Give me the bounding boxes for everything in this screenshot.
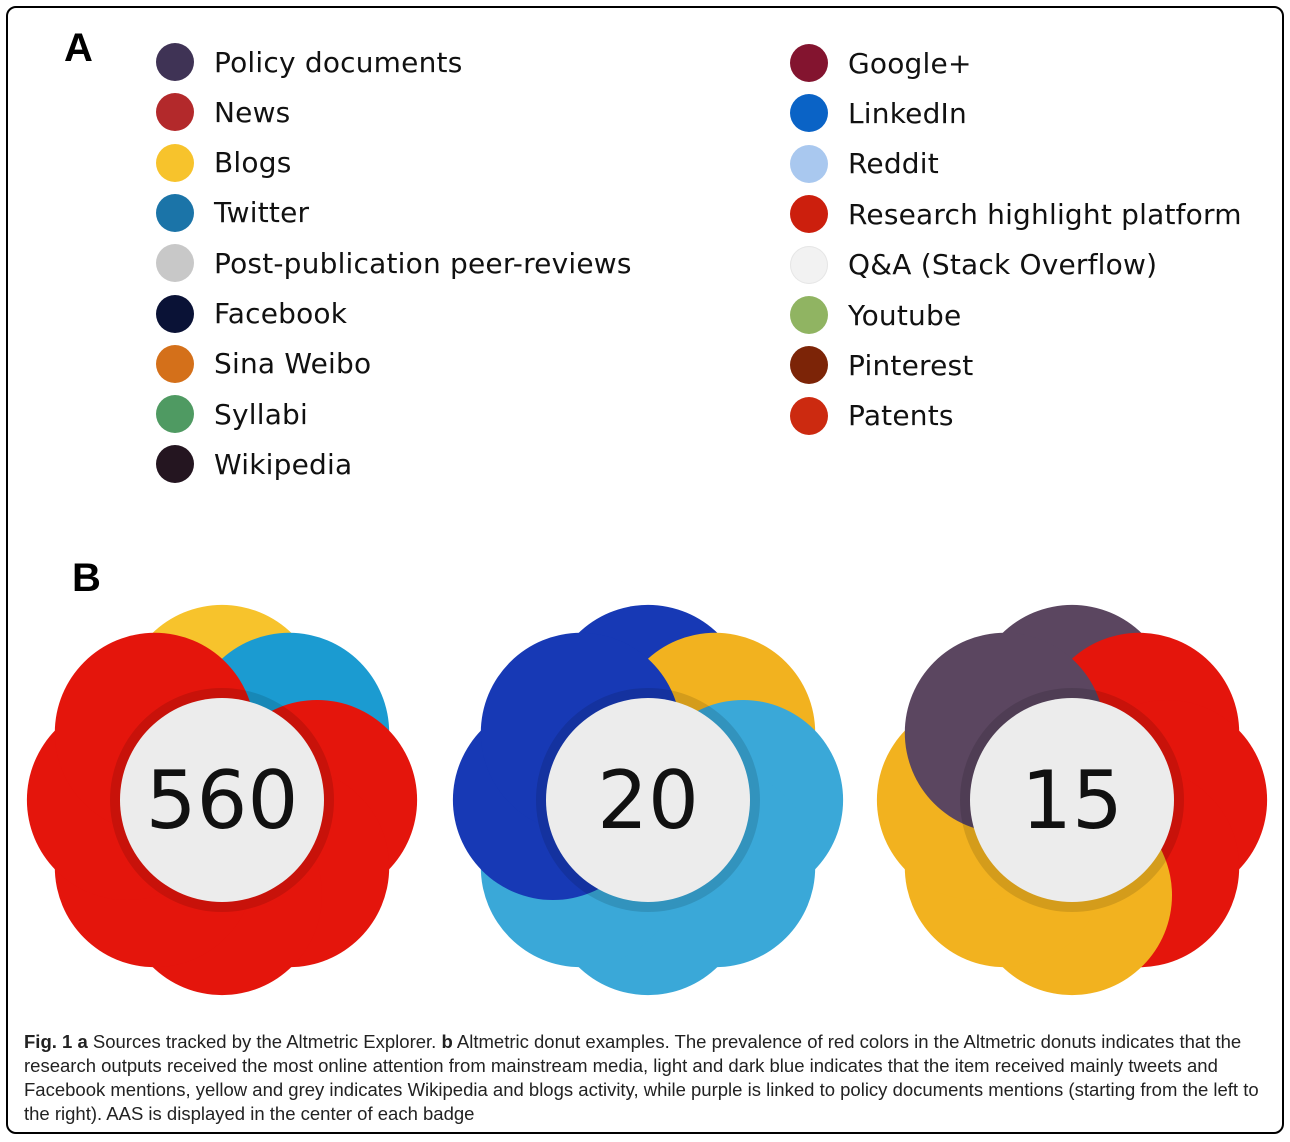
legend-item: Policy documents xyxy=(156,42,463,82)
legend-swatch xyxy=(790,396,828,435)
legend-swatch xyxy=(156,143,194,182)
altmetric-donut: 560 xyxy=(26,604,418,996)
legend-label: Policy documents xyxy=(214,45,463,79)
legend-item: Blogs xyxy=(156,143,291,183)
legend-swatch xyxy=(156,344,194,383)
legend-swatch xyxy=(790,94,828,133)
panel-a-label: A xyxy=(64,26,93,70)
figure-caption: Fig. 1 a Sources tracked by the Altmetri… xyxy=(24,1030,1264,1126)
donut-center xyxy=(970,698,1174,902)
legend-label: Google+ xyxy=(848,46,972,80)
donut-score: 20 xyxy=(597,754,699,847)
legend-swatch xyxy=(156,43,194,81)
donut-score: 560 xyxy=(146,754,299,847)
legend-item: Sina Weibo xyxy=(156,344,371,384)
legend-item: Google+ xyxy=(790,43,972,83)
legend-swatch xyxy=(790,346,828,385)
legend-swatch xyxy=(156,244,194,283)
legend-label: Twitter xyxy=(214,196,310,230)
donut-center xyxy=(120,698,324,902)
legend-label: LinkedIn xyxy=(848,96,967,130)
legend-label: Patents xyxy=(848,399,954,433)
donut-score: 15 xyxy=(1021,754,1123,847)
legend-item: Q&A (Stack Overflow) xyxy=(790,245,1157,285)
legend-label: Reddit xyxy=(848,147,939,181)
legend-label: Blogs xyxy=(214,146,292,180)
legend-label: Post-publication peer-reviews xyxy=(214,246,632,280)
legend-swatch xyxy=(156,395,194,434)
legend-label: Wikipedia xyxy=(214,447,353,481)
legend-item: LinkedIn xyxy=(790,93,967,133)
legend-item: Syllabi xyxy=(156,394,308,434)
legend-label: Research highlight platform xyxy=(848,197,1242,231)
legend-swatch xyxy=(156,193,194,232)
figure-frame xyxy=(6,6,1284,1134)
legend-item: Pinterest xyxy=(790,345,974,385)
legend-label: News xyxy=(214,95,291,129)
legend-swatch xyxy=(790,296,828,334)
legend-item: Youtube xyxy=(790,295,961,335)
legend-swatch xyxy=(156,294,194,333)
legend-item: Patents xyxy=(790,396,954,436)
legend-swatch xyxy=(156,445,194,484)
legend-item: News xyxy=(156,92,290,132)
caption-b-label: b xyxy=(441,1031,453,1052)
legend-label: Q&A (Stack Overflow) xyxy=(848,248,1158,282)
legend-item: Facebook xyxy=(156,294,347,334)
caption-a-text: Sources tracked by the Altmetric Explore… xyxy=(87,1031,442,1052)
legend-swatch xyxy=(790,144,828,183)
legend-swatch xyxy=(790,195,828,234)
altmetric-donut: 15 xyxy=(876,604,1268,996)
legend-label: Syllabi xyxy=(214,397,309,431)
caption-fig-label: Fig. 1 xyxy=(24,1031,73,1052)
legend-swatch xyxy=(156,93,194,132)
legend-item: Post-publication peer-reviews xyxy=(156,243,632,283)
legend-label: Sina Weibo xyxy=(214,347,372,381)
legend-item: Twitter xyxy=(156,193,309,233)
legend-item: Wikipedia xyxy=(156,444,352,484)
donut-center xyxy=(546,698,750,902)
donut-examples: 560 20 15 xyxy=(26,604,1268,996)
legend-label: Facebook xyxy=(214,297,348,330)
caption-b-text: Altmetric donut examples. The prevalence… xyxy=(24,1031,1259,1124)
legend-label: Youtube xyxy=(848,298,962,332)
caption-a-label: a xyxy=(77,1031,88,1052)
altmetric-donut: 20 xyxy=(452,604,844,996)
legend-swatch xyxy=(790,44,828,82)
panel-b-label: B xyxy=(72,556,101,600)
legend-swatch xyxy=(790,245,828,284)
legend-label: Pinterest xyxy=(848,348,974,382)
legend-item: Research highlight platform xyxy=(790,194,1242,234)
legend-item: Reddit xyxy=(790,144,939,184)
